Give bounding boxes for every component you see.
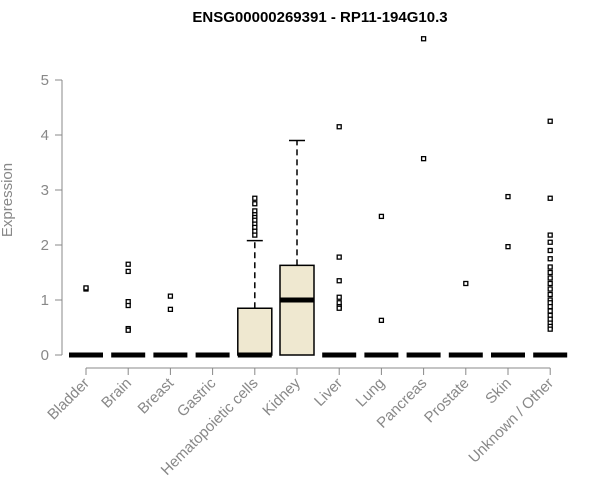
outlier-point — [547, 269, 553, 276]
outlier-point — [336, 305, 342, 311]
outlier-point — [463, 280, 469, 287]
outlier-point — [547, 239, 553, 245]
outlier-point — [125, 261, 131, 267]
plot-area — [69, 36, 568, 358]
y-tick-label: 5 — [41, 72, 49, 89]
outlier-point — [252, 232, 258, 238]
outlier-point — [125, 327, 131, 333]
x-tick-label: Liver — [311, 375, 346, 410]
outlier-point — [420, 155, 427, 162]
outlier-point — [547, 256, 553, 262]
y-tick-label: 1 — [41, 292, 49, 309]
outlier-point — [336, 254, 342, 260]
outlier-point — [378, 213, 385, 220]
outlier-point — [547, 118, 553, 124]
x-tick-label: Kidney — [259, 374, 304, 419]
outlier-point — [547, 303, 553, 310]
outlier-point — [252, 195, 258, 201]
outlier-point — [167, 293, 174, 299]
x-tick-label: Lung — [353, 375, 389, 411]
outlier-point — [336, 278, 342, 284]
x-tick-label: Breast — [135, 374, 178, 417]
x-tick-label: Bladder — [44, 375, 93, 424]
outlier-point — [167, 306, 174, 313]
x-tick-label: Brain — [98, 375, 135, 412]
box-group — [237, 195, 273, 358]
outlier-point — [378, 317, 385, 324]
outlier-point — [336, 294, 342, 300]
outlier-point — [547, 247, 553, 254]
outlier-point — [547, 286, 553, 292]
box-group — [322, 124, 357, 358]
box-group — [364, 213, 399, 358]
outlier-point — [547, 280, 553, 287]
box-group — [533, 118, 568, 358]
outlier-point — [547, 232, 553, 238]
y-axis: 0 1 2 3 4 5 — [41, 72, 63, 364]
outlier-point — [125, 302, 131, 309]
box-group — [111, 261, 146, 358]
outlier-point — [547, 308, 553, 314]
outlier-point — [547, 326, 553, 332]
y-axis-label: Expression — [0, 163, 16, 237]
x-tick-label: Prostate — [421, 375, 473, 427]
outlier-point — [252, 201, 258, 207]
box-group — [448, 280, 483, 358]
chart-title: ENSG00000269391 - RP11-194G10.3 — [192, 9, 447, 26]
box-group — [69, 285, 103, 358]
box-group — [279, 139, 315, 356]
x-tick-label: Skin — [482, 375, 515, 408]
y-tick-label: 0 — [41, 347, 49, 364]
y-tick-label: 2 — [41, 237, 49, 254]
outlier-point — [83, 285, 89, 291]
box — [279, 264, 315, 356]
y-tick-label: 3 — [41, 182, 49, 199]
outlier-point — [547, 275, 553, 281]
outlier-point — [547, 291, 553, 298]
outlier-point — [505, 193, 511, 200]
outlier-point — [547, 264, 553, 270]
box-group — [153, 293, 188, 358]
outlier-point — [420, 36, 427, 42]
outlier-point — [125, 268, 131, 275]
box-group — [406, 36, 441, 358]
outlier-point — [547, 195, 553, 201]
box-group — [491, 193, 525, 358]
y-tick-label: 4 — [41, 127, 49, 144]
box — [237, 307, 273, 356]
outlier-point — [505, 243, 511, 250]
outlier-point — [336, 124, 342, 130]
